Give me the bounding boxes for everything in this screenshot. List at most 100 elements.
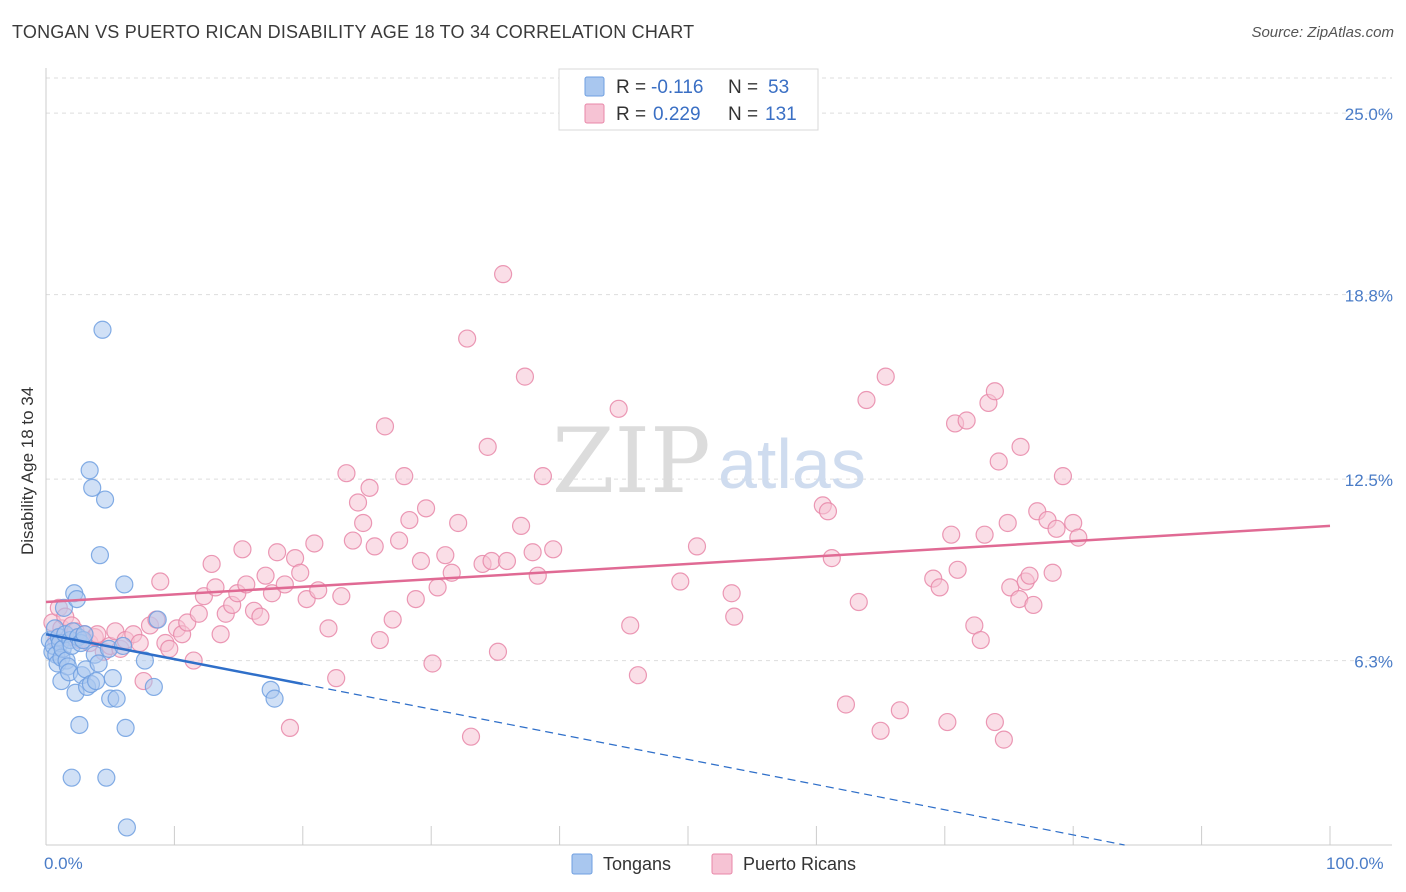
- puerto-rican-point: [436, 546, 455, 565]
- puerto-rican-point: [130, 633, 149, 653]
- legend-n-value-puerto-ricans: 131: [765, 104, 797, 125]
- puerto-rican-point: [989, 452, 1008, 471]
- puerto-rican-point: [354, 513, 373, 533]
- tongan-point: [148, 610, 167, 629]
- puerto-rican-point: [687, 537, 707, 556]
- puerto-rican-point: [533, 467, 553, 486]
- puerto-rican-point: [211, 625, 230, 644]
- legend-n-label-puerto-ricans: N =: [728, 104, 758, 125]
- source-label: Source: ZipAtlas.com: [1251, 24, 1394, 41]
- puerto-rican-point: [458, 329, 477, 348]
- tongan-point: [89, 654, 108, 673]
- puerto-rican-point: [423, 654, 442, 673]
- puerto-rican-point: [1069, 528, 1088, 547]
- puerto-rican-point: [948, 560, 967, 579]
- y-tick-label: 12.5%: [1345, 471, 1393, 490]
- puerto-rican-point: [971, 630, 990, 650]
- tongan-point: [62, 768, 81, 787]
- trend-lines: [45, 524, 1331, 846]
- bottom-legend-label-tongans: Tongans: [603, 854, 671, 874]
- tongan-point: [135, 651, 154, 670]
- puerto-rican-point: [511, 516, 531, 536]
- puerto-rican-point: [268, 543, 287, 562]
- puerto-rican-point: [609, 399, 628, 418]
- legend-r-label-tongans: R =: [616, 77, 646, 98]
- puerto-rican-point: [725, 607, 744, 626]
- puerto-rican-point: [305, 534, 324, 553]
- puerto-rican-point: [280, 718, 300, 738]
- puerto-rican-point: [151, 572, 170, 591]
- puerto-rican-point: [497, 551, 517, 571]
- puerto-rican-point: [488, 642, 508, 661]
- puerto-rican-point: [332, 587, 351, 606]
- puerto-rican-point: [998, 513, 1017, 533]
- puerto-rican-point: [390, 531, 409, 550]
- tongan-point: [95, 490, 115, 509]
- puerto-rican-point: [375, 417, 395, 436]
- y-tick-labels: 6.3% 12.5% 18.8% 25.0%: [1345, 105, 1393, 671]
- grid-lines: [46, 77, 1392, 662]
- tongan-point: [103, 669, 122, 688]
- puerto-rican-point: [461, 727, 481, 746]
- puerto-rican-point: [975, 525, 994, 544]
- tongan-point: [144, 677, 163, 697]
- puerto-rican-point: [327, 669, 346, 688]
- puerto-rican-point: [189, 604, 208, 623]
- watermark-atlas: atlas: [718, 425, 866, 503]
- puerto-rican-point: [671, 572, 690, 591]
- puerto-rican-point: [275, 575, 294, 594]
- puerto-rican-point: [428, 578, 447, 597]
- puerto-rican-point: [411, 551, 431, 571]
- tongan-point: [93, 320, 112, 339]
- tongan-point: [115, 575, 134, 594]
- tongan-point: [107, 689, 126, 708]
- puerto-rican-point: [160, 639, 179, 658]
- puerto-rican-point: [395, 467, 414, 486]
- puerto-rican-point: [1011, 437, 1030, 456]
- watermark-zip: ZIP: [552, 409, 711, 514]
- puerto-rican-point: [1047, 519, 1066, 538]
- bottom-legend-swatch-puerto-ricans: [711, 853, 733, 875]
- tongan-point: [117, 818, 136, 837]
- y-axis-title: Disability Age 18 to 34: [18, 387, 37, 555]
- puerto-rican-point: [628, 666, 648, 685]
- bottom-legend: Tongans Puerto Ricans: [571, 853, 856, 875]
- puerto-rican-point: [478, 437, 497, 456]
- legend-n-value-tongans: 53: [768, 77, 789, 98]
- legend-swatch-tongans: [584, 76, 605, 97]
- x-tick-label-min: 0.0%: [44, 854, 83, 873]
- puerto-rican-point: [528, 566, 547, 585]
- legend-n-label-tongans: N =: [728, 77, 758, 98]
- legend-swatch-puerto-ricans: [584, 103, 605, 124]
- puerto-rican-point: [400, 510, 419, 530]
- puerto-rican-point: [370, 630, 389, 650]
- puerto-rican-point: [360, 478, 379, 497]
- puerto-rican-point: [942, 525, 961, 544]
- puerto-rican-point: [938, 712, 957, 732]
- puerto-rican-point: [857, 390, 876, 410]
- puerto-rican-point: [994, 730, 1013, 749]
- tongan-point: [265, 689, 284, 708]
- puerto-rican-point: [365, 537, 384, 556]
- y-tick-label: 6.3%: [1354, 653, 1393, 672]
- puerto-rican-point: [515, 367, 535, 386]
- puerto-rican-point: [1043, 563, 1062, 582]
- puerto-rican-point: [416, 499, 436, 518]
- bottom-legend-label-puerto-ricans: Puerto Ricans: [743, 854, 856, 874]
- puerto-rican-point: [494, 265, 513, 284]
- puerto-rican-point: [233, 540, 252, 559]
- puerto-rican-point: [256, 566, 275, 585]
- tongan-point: [80, 461, 99, 480]
- puerto-rican-point: [406, 589, 425, 609]
- legend-r-value-puerto-ricans: 0.229: [653, 104, 701, 125]
- puerto-rican-point: [890, 701, 909, 720]
- tongan-point: [83, 478, 102, 497]
- axes: [45, 68, 1392, 846]
- puerto-rican-point: [319, 619, 338, 638]
- puerto-rican-point: [876, 367, 895, 386]
- puerto-rican-point: [449, 513, 468, 533]
- x-tick-labels: 0.0% 100.0%: [44, 854, 1384, 873]
- watermark: ZIP atlas: [552, 409, 866, 514]
- puerto-rican-point: [523, 543, 542, 562]
